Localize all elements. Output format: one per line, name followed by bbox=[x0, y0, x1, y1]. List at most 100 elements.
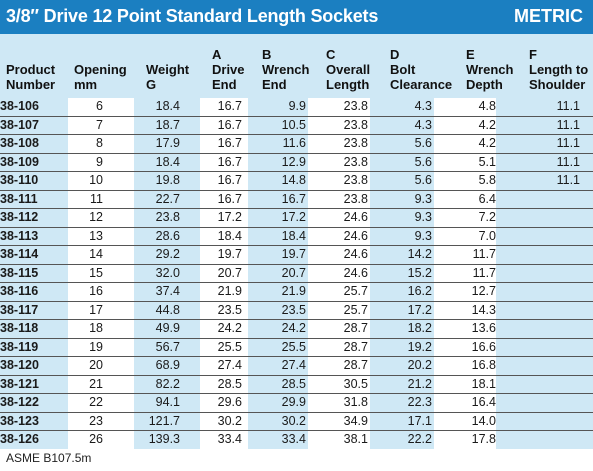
table-row: 38-107 7 18.7 16.7 10.5 23.8 4.3 4.2 11.1 bbox=[0, 115, 593, 135]
cell-opening: 23 bbox=[68, 411, 134, 431]
cell-weight: 121.7 bbox=[134, 411, 200, 431]
cell-length-to-shoulder bbox=[496, 189, 593, 209]
table-row: 38-112 12 23.8 17.2 17.2 24.6 9.3 7.2 bbox=[0, 208, 593, 227]
cell-weight: 18.7 bbox=[134, 115, 200, 135]
cell-wrench-depth: 4.2 bbox=[434, 115, 496, 135]
cell-opening: 19 bbox=[68, 337, 134, 357]
cell-length-to-shoulder: 11.1 bbox=[496, 171, 593, 190]
column-header-line: Wrench bbox=[262, 62, 310, 77]
cell-overall-length: 23.8 bbox=[308, 134, 370, 153]
cell-wrench-depth: 5.8 bbox=[434, 171, 496, 190]
cell-drive-end: 25.5 bbox=[200, 337, 248, 357]
cell-product-number: 38-117 bbox=[0, 300, 68, 320]
table-row: 38-106 6 18.4 16.7 9.9 23.8 4.3 4.8 11.1 bbox=[0, 98, 593, 116]
cell-drive-end: 23.5 bbox=[200, 300, 248, 320]
cell-wrench-end: 18.4 bbox=[248, 226, 308, 246]
column-header-line: B bbox=[262, 47, 272, 62]
column-header-line: End bbox=[262, 77, 287, 92]
table-row: 38-120 20 68.9 27.4 27.4 28.7 20.2 16.8 bbox=[0, 356, 593, 375]
cell-product-number: 38-113 bbox=[0, 226, 68, 246]
cell-wrench-end: 10.5 bbox=[248, 115, 308, 135]
cell-wrench-depth: 11.7 bbox=[434, 245, 496, 264]
column-header-overall-length: C Overall Length bbox=[326, 47, 370, 92]
cell-length-to-shoulder bbox=[496, 319, 593, 338]
table-row: 38-110 10 19.8 16.7 14.8 23.8 5.6 5.8 11.1 bbox=[0, 171, 593, 190]
cell-wrench-end: 25.5 bbox=[248, 337, 308, 357]
cell-wrench-depth: 16.6 bbox=[434, 337, 496, 357]
cell-overall-length: 24.6 bbox=[308, 245, 370, 264]
cell-overall-length: 24.6 bbox=[308, 208, 370, 227]
cell-drive-end: 20.7 bbox=[200, 263, 248, 283]
cell-wrench-end: 33.4 bbox=[248, 430, 308, 449]
cell-length-to-shoulder: 11.1 bbox=[496, 98, 593, 116]
cell-opening: 10 bbox=[68, 171, 134, 190]
cell-drive-end: 29.6 bbox=[200, 393, 248, 412]
cell-length-to-shoulder bbox=[496, 208, 593, 227]
cell-overall-length: 25.7 bbox=[308, 300, 370, 320]
cell-opening: 18 bbox=[68, 319, 134, 338]
column-header-line: Overall bbox=[326, 62, 371, 77]
cell-overall-length: 28.7 bbox=[308, 356, 370, 375]
cell-weight: 19.8 bbox=[134, 171, 200, 190]
cell-product-number: 38-111 bbox=[0, 189, 68, 209]
cell-product-number: 38-116 bbox=[0, 282, 68, 301]
cell-opening: 22 bbox=[68, 393, 134, 412]
cell-bolt-clearance: 17.2 bbox=[370, 300, 434, 320]
cell-drive-end: 16.7 bbox=[200, 171, 248, 190]
cell-overall-length: 23.8 bbox=[308, 115, 370, 135]
cell-bolt-clearance: 16.2 bbox=[370, 282, 434, 301]
cell-length-to-shoulder bbox=[496, 245, 593, 264]
cell-overall-length: 23.8 bbox=[343, 99, 368, 114]
cell-overall-length: 24.6 bbox=[308, 226, 370, 246]
cell-wrench-depth: 18.1 bbox=[434, 374, 496, 394]
column-header-line: Product bbox=[6, 62, 56, 77]
table-row: 38-117 17 44.8 23.5 23.5 25.7 17.2 14.3 bbox=[0, 300, 593, 320]
table-row: 38-118 18 49.9 24.2 24.2 28.7 18.2 13.6 bbox=[0, 319, 593, 338]
column-header-line: G bbox=[146, 77, 157, 92]
cell-weight: 37.4 bbox=[134, 282, 200, 301]
cell-wrench-end: 29.9 bbox=[248, 393, 308, 412]
column-header-line: Length bbox=[326, 77, 370, 92]
cell-opening: 13 bbox=[68, 226, 134, 246]
column-header-line: C bbox=[326, 47, 336, 62]
cell-opening: 7 bbox=[68, 115, 134, 135]
cell-wrench-depth: 7.0 bbox=[434, 226, 496, 246]
table-row: 38-122 22 94.1 29.6 29.9 31.8 22.3 16.4 bbox=[0, 393, 593, 412]
cell-bolt-clearance: 15.2 bbox=[370, 263, 434, 283]
cell-length-to-shoulder bbox=[496, 226, 593, 246]
cell-product-number: 38-120 bbox=[0, 356, 68, 375]
cell-bolt-clearance: 18.2 bbox=[370, 319, 434, 338]
cell-drive-end: 16.7 bbox=[200, 152, 248, 172]
column-header-wrench-depth: E Wrench Depth bbox=[466, 47, 513, 92]
cell-product-number: 38-119 bbox=[0, 337, 68, 357]
cell-wrench-depth: 5.1 bbox=[434, 152, 496, 172]
cell-wrench-end: 20.7 bbox=[248, 263, 308, 283]
cell-wrench-depth: 14.3 bbox=[434, 300, 496, 320]
cell-drive-end: 16.7 bbox=[200, 189, 248, 209]
cell-wrench-depth: 12.7 bbox=[434, 282, 496, 301]
cell-opening: 16 bbox=[68, 282, 134, 301]
column-header-line: Weight bbox=[146, 62, 190, 77]
cell-length-to-shoulder: 11.1 bbox=[496, 152, 593, 172]
cell-wrench-depth: 13.6 bbox=[434, 319, 496, 338]
cell-opening: 21 bbox=[68, 374, 134, 394]
cell-product-number: 38-110 bbox=[0, 171, 68, 190]
table-row: 38-108 8 17.9 16.7 11.6 23.8 5.6 4.2 11.1 bbox=[0, 134, 593, 153]
cell-weight: 18.4 bbox=[134, 98, 200, 116]
cell-overall-length: 23.8 bbox=[308, 171, 370, 190]
column-header-line bbox=[74, 47, 127, 62]
cell-product-number: 38-107 bbox=[0, 115, 68, 135]
cell-wrench-end: 27.4 bbox=[248, 356, 308, 375]
cell-wrench-end: 17.2 bbox=[248, 208, 308, 227]
cell-wrench-end: 19.7 bbox=[248, 245, 308, 264]
cell-opening: 15 bbox=[68, 263, 134, 283]
cell-weight: 44.8 bbox=[134, 300, 200, 320]
standard-note: ASME B107.5m bbox=[6, 451, 92, 465]
cell-bolt-clearance: 4.3 bbox=[370, 115, 434, 135]
cell-product-number: 38-114 bbox=[0, 245, 68, 264]
column-header-line: F bbox=[529, 47, 537, 62]
cell-overall-length: 23.8 bbox=[308, 152, 370, 172]
cell-product-number: 38-123 bbox=[0, 411, 68, 431]
column-header-opening: Opening mm bbox=[74, 47, 127, 92]
cell-weight: 23.8 bbox=[134, 208, 200, 227]
